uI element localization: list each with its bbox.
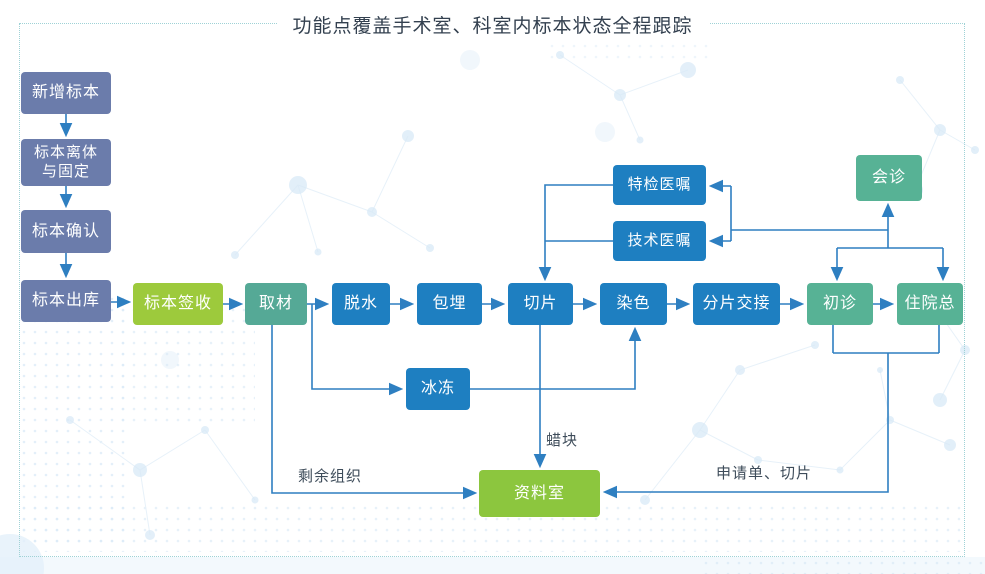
node-specimen-detach-fix: 标本离体 与固定: [21, 139, 111, 186]
edges-group: [59, 114, 950, 500]
node-special-exam-order: 特检医嘱: [613, 165, 706, 205]
node-new-specimen: 新增标本: [21, 72, 111, 114]
node-specimen-confirm: 标本确认: [21, 210, 111, 253]
node-sampling: 取材: [245, 283, 307, 325]
diagram-title: 功能点覆盖手术室、科室内标本状态全程跟踪: [276, 11, 709, 38]
node-staining: 染色: [600, 283, 667, 325]
node-consultation: 会诊: [856, 155, 922, 201]
node-frozen: 冰冻: [406, 368, 470, 410]
node-specimen-sign-in: 标本签收: [133, 283, 223, 325]
edge-label-wax-block: 蜡块: [546, 432, 579, 449]
node-embedding: 包埋: [417, 283, 482, 325]
node-slide-handover: 分片交接: [693, 283, 780, 325]
edge-label-request-slides: 申请单、切片: [716, 465, 813, 482]
node-initial-diagnosis: 初诊: [807, 283, 873, 325]
node-sectioning: 切片: [508, 283, 573, 325]
node-archive-room: 资料室: [479, 470, 600, 517]
node-chief-resident: 住院总: [897, 283, 963, 325]
edge-label-remaining-tissue: 剩余组织: [298, 468, 363, 485]
node-dehydration: 脱水: [332, 283, 390, 325]
node-specimen-checkout: 标本出库: [21, 280, 111, 322]
node-technical-order: 技术医嘱: [613, 221, 706, 261]
